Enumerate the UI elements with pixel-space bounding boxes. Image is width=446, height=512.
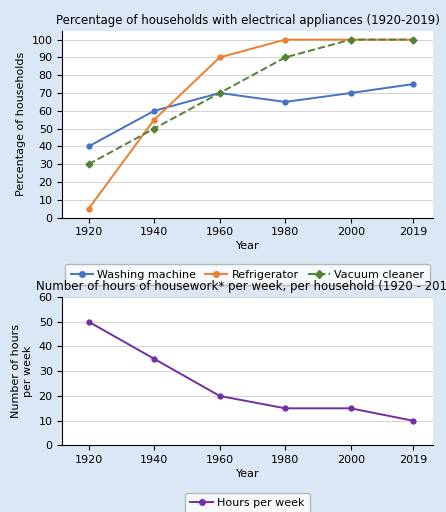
Line: Vacuum cleaner: Vacuum cleaner [86,37,415,166]
Line: Washing machine: Washing machine [86,82,415,149]
Vacuum cleaner [152,125,157,132]
Hours per week [348,406,353,412]
Hours per week [217,393,223,399]
Washing machine [348,90,353,96]
Refrigerator [152,117,157,123]
Refrigerator [86,206,91,212]
Washing machine [410,81,416,87]
Line: Refrigerator: Refrigerator [86,37,415,211]
Vacuum cleaner [86,161,91,167]
Title: Number of hours of housework* per week, per household (1920 - 2019): Number of hours of housework* per week, … [36,280,446,293]
Refrigerator [217,54,223,60]
Line: Hours per week: Hours per week [86,319,415,423]
Y-axis label: Percentage of households: Percentage of households [16,52,26,196]
X-axis label: Year: Year [236,242,259,251]
Hours per week [152,356,157,362]
Refrigerator [410,36,416,42]
Hours per week [282,406,288,412]
Washing machine [217,90,223,96]
Hours per week [410,418,416,424]
Vacuum cleaner [410,36,416,42]
Refrigerator [348,36,353,42]
X-axis label: Year: Year [236,470,259,479]
Y-axis label: Number of hours
per week: Number of hours per week [12,324,33,418]
Washing machine [152,108,157,114]
Washing machine [282,99,288,105]
Washing machine [86,143,91,150]
Legend: Washing machine, Refrigerator, Vacuum cleaner: Washing machine, Refrigerator, Vacuum cl… [65,264,430,285]
Vacuum cleaner [282,54,288,60]
Legend: Hours per week: Hours per week [185,493,310,512]
Vacuum cleaner [217,90,223,96]
Refrigerator [282,36,288,42]
Title: Percentage of households with electrical appliances (1920-2019): Percentage of households with electrical… [56,14,439,27]
Vacuum cleaner [348,36,353,42]
Hours per week [86,318,91,325]
